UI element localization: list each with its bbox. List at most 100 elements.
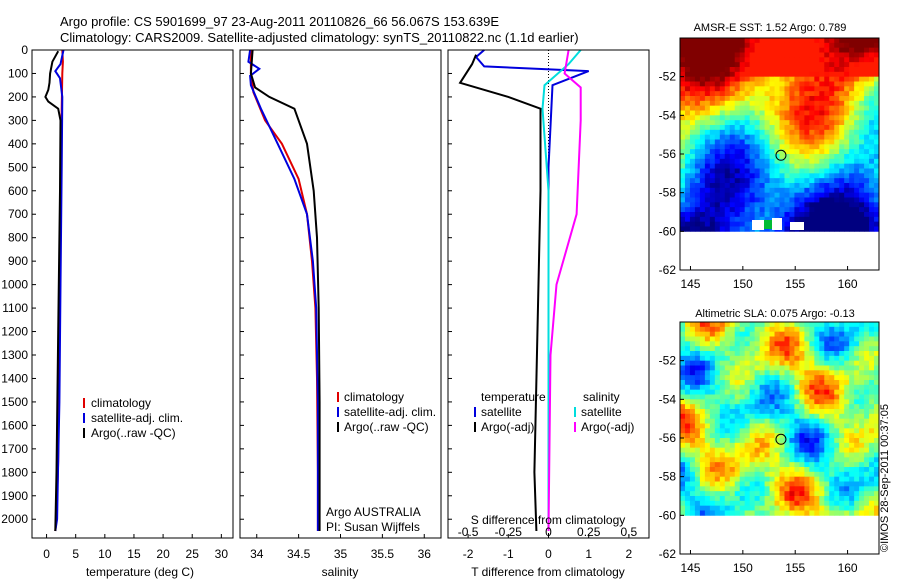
heatmap-cell [724, 110, 731, 116]
heatmap-cell [839, 202, 845, 208]
heatmap-cell [854, 139, 860, 145]
x-tick-label: 35.5 [371, 547, 395, 561]
y-tick-label: 1900 [1, 489, 28, 503]
heatmap-cell [754, 134, 761, 140]
heatmap-cell [784, 384, 790, 391]
heatmap-cell [874, 76, 880, 82]
heatmap-cell [729, 62, 736, 68]
heatmap-cell [729, 486, 736, 492]
heatmap-cell [704, 62, 711, 68]
heatmap-cell [794, 370, 800, 376]
heatmap-cell [799, 173, 805, 179]
heatmap-cell [844, 96, 850, 102]
heatmap-cell [754, 216, 761, 223]
heatmap-cell [869, 129, 875, 136]
heatmap-cell [769, 346, 775, 352]
heatmap-cell [859, 413, 865, 420]
heatmap-cell [784, 226, 790, 232]
heatmap-cell [749, 326, 756, 333]
heatmap-cell [714, 346, 721, 352]
heatmap-cell [859, 491, 865, 497]
heatmap-cell [849, 351, 855, 357]
heatmap-cell [869, 202, 875, 208]
heatmap-cell [819, 380, 825, 386]
heatmap-cell [774, 360, 780, 366]
heatmap-cell [874, 389, 880, 395]
heatmap-cell [714, 154, 721, 160]
heatmap-cell [819, 120, 825, 126]
heatmap-cell [859, 428, 865, 434]
heatmap-cell [769, 42, 775, 49]
heatmap-cell [854, 442, 860, 449]
heatmap-cell [824, 125, 830, 131]
heatmap-cell [744, 462, 751, 468]
heatmap-cell [694, 418, 701, 424]
heatmap-cell [724, 144, 731, 150]
heatmap-cell [869, 57, 875, 63]
heatmap-cell [694, 326, 701, 333]
heatmap-cell [819, 481, 825, 487]
heatmap-cell [734, 154, 741, 160]
heatmap-cell [804, 129, 810, 136]
heatmap-cell [719, 336, 726, 342]
heatmap-cell [874, 192, 880, 198]
heatmap-cell [794, 462, 800, 468]
heatmap-cell [749, 42, 756, 49]
heatmap-cell [709, 428, 716, 434]
heatmap-cell [704, 192, 711, 198]
heatmap-cell [844, 81, 850, 87]
heatmap-cell [689, 178, 696, 184]
heatmap-cell [819, 322, 825, 328]
heatmap-cell [724, 331, 731, 337]
heatmap-cell [789, 163, 795, 169]
heatmap-cell [864, 168, 870, 174]
heatmap-cell [739, 57, 746, 63]
heatmap-cell [754, 370, 761, 376]
heatmap-cell [779, 125, 785, 131]
heatmap-cell [694, 438, 701, 444]
heatmap-cell [849, 144, 855, 150]
heatmap-cell [724, 423, 731, 429]
heatmap-cell [739, 404, 746, 410]
heatmap-cell [759, 207, 765, 213]
heatmap-cell [759, 115, 765, 121]
heatmap-cell [794, 384, 800, 391]
heatmap-cell [734, 365, 741, 371]
heatmap-cell [704, 355, 711, 362]
heatmap-cell [704, 341, 711, 347]
heatmap-cell [739, 76, 746, 82]
heatmap-cell [829, 442, 835, 449]
heatmap-cell [769, 500, 775, 507]
heatmap-cell [684, 404, 691, 410]
heatmap-cell [680, 187, 686, 194]
heatmap-cell [864, 384, 870, 391]
heatmap-cell [824, 467, 830, 473]
heatmap-cell [794, 331, 800, 337]
y-tick-label: -62 [659, 547, 677, 561]
heatmap-cell [854, 399, 860, 405]
heatmap-cell [774, 178, 780, 184]
heatmap-cell [859, 134, 865, 140]
heatmap-cell [754, 81, 761, 87]
heatmap-cell [824, 115, 830, 121]
heatmap-cell [769, 457, 775, 463]
heatmap-cell [719, 365, 726, 371]
heatmap-cell [774, 476, 780, 482]
heatmap-cell [814, 129, 820, 136]
heatmap-cell [714, 96, 721, 102]
heatmap-cell [729, 413, 736, 420]
heatmap-cell [829, 505, 835, 511]
heatmap-cell [704, 221, 711, 227]
heatmap-cell [774, 418, 780, 424]
heatmap-cell [784, 183, 790, 189]
heatmap-cell [794, 91, 800, 97]
heatmap-cell [680, 467, 686, 473]
heatmap-cell [859, 100, 865, 107]
heatmap-cell [784, 322, 790, 328]
heatmap-cell [839, 384, 845, 391]
y-tick-label: 400 [8, 137, 28, 151]
heatmap-cell [844, 192, 850, 198]
heatmap-cell [784, 139, 790, 145]
y-tick-label: -54 [659, 108, 677, 122]
heatmap-cell [769, 96, 775, 102]
